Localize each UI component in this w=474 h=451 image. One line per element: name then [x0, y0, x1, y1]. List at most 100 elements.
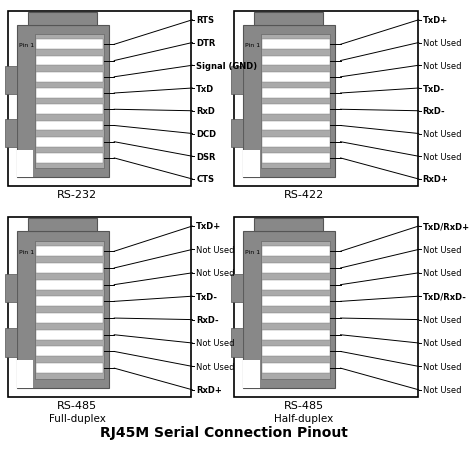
Bar	[262, 263, 330, 273]
Bar	[5, 67, 17, 94]
Bar	[36, 297, 103, 307]
Bar	[36, 57, 103, 66]
Bar	[231, 120, 243, 147]
Text: Not Used: Not Used	[422, 339, 461, 348]
Bar	[262, 297, 330, 307]
Text: TxD-: TxD-	[196, 292, 218, 301]
Text: TxD: TxD	[196, 84, 214, 93]
Text: TxD/RxD-: TxD/RxD-	[422, 292, 466, 301]
Text: Not Used: Not Used	[196, 269, 235, 278]
Bar	[36, 280, 103, 290]
Text: TxD-: TxD-	[422, 84, 445, 93]
Text: Not Used: Not Used	[422, 362, 461, 371]
Text: RTS: RTS	[196, 16, 214, 25]
Text: TxD+: TxD+	[422, 16, 448, 25]
Text: Not Used: Not Used	[422, 39, 461, 48]
Bar	[36, 263, 103, 273]
Text: RS-232: RS-232	[57, 189, 98, 199]
Text: TxD+: TxD+	[196, 222, 221, 231]
Text: Not Used: Not Used	[422, 152, 461, 161]
Text: CTS: CTS	[196, 175, 214, 184]
Text: Not Used: Not Used	[196, 362, 235, 371]
Text: Full-duplex: Full-duplex	[49, 413, 106, 423]
Text: DSR: DSR	[196, 152, 216, 161]
Text: TxD/RxD+: TxD/RxD+	[422, 222, 470, 231]
Bar	[36, 73, 103, 83]
Text: DTR: DTR	[196, 39, 216, 48]
Bar	[262, 121, 330, 131]
Text: DCD: DCD	[196, 130, 216, 139]
Bar	[36, 347, 103, 357]
Bar	[262, 364, 330, 373]
Bar	[234, 12, 418, 187]
Text: Not Used: Not Used	[196, 245, 235, 254]
Bar	[8, 217, 191, 397]
Text: Pin 1: Pin 1	[245, 249, 260, 254]
Bar	[262, 138, 330, 147]
Bar	[17, 151, 33, 178]
Bar	[8, 12, 191, 187]
Bar	[243, 26, 335, 178]
Bar	[28, 14, 97, 26]
Bar	[262, 247, 330, 257]
Text: Not Used: Not Used	[422, 386, 461, 395]
Text: RxD: RxD	[196, 107, 215, 116]
Bar	[28, 219, 97, 232]
Bar	[262, 154, 330, 163]
Bar	[254, 14, 323, 26]
Bar	[262, 280, 330, 290]
Text: RxD-: RxD-	[422, 107, 445, 116]
Text: Pin 1: Pin 1	[18, 43, 34, 48]
Bar	[35, 241, 104, 379]
Bar	[262, 347, 330, 357]
Bar	[262, 73, 330, 83]
Text: Not Used: Not Used	[422, 130, 461, 139]
Bar	[243, 360, 260, 388]
Text: RJ45M Serial Connection Pinout: RJ45M Serial Connection Pinout	[100, 425, 347, 439]
Text: Not Used: Not Used	[422, 315, 461, 324]
Bar	[262, 41, 330, 50]
Text: Half-duplex: Half-duplex	[274, 413, 333, 423]
Text: Signal (GND): Signal (GND)	[196, 62, 257, 71]
Bar	[262, 330, 330, 340]
Bar	[36, 313, 103, 323]
Bar	[36, 154, 103, 163]
Bar	[231, 67, 243, 94]
Text: Not Used: Not Used	[422, 269, 461, 278]
Bar	[36, 41, 103, 50]
Bar	[262, 35, 330, 169]
Bar	[5, 274, 17, 302]
Text: Not Used: Not Used	[422, 62, 461, 71]
Bar	[36, 121, 103, 131]
Bar	[262, 89, 330, 99]
Bar	[17, 232, 109, 388]
Text: Not Used: Not Used	[196, 339, 235, 348]
Bar	[243, 151, 260, 178]
Bar	[262, 57, 330, 66]
Bar	[36, 364, 103, 373]
Bar	[5, 120, 17, 147]
Bar	[36, 330, 103, 340]
Bar	[36, 105, 103, 115]
Bar	[17, 26, 109, 178]
Bar	[254, 219, 323, 232]
Text: RxD+: RxD+	[422, 175, 448, 184]
Text: Pin 1: Pin 1	[18, 249, 34, 254]
Text: Pin 1: Pin 1	[245, 43, 260, 48]
Bar	[243, 232, 335, 388]
Text: RxD-: RxD-	[196, 315, 219, 324]
Text: RS-422: RS-422	[283, 189, 324, 199]
Bar	[262, 105, 330, 115]
Bar	[36, 89, 103, 99]
Bar	[36, 138, 103, 147]
Bar	[234, 217, 418, 397]
Bar	[231, 274, 243, 302]
Bar	[262, 313, 330, 323]
Text: RS-485: RS-485	[57, 400, 98, 410]
Bar	[5, 329, 17, 357]
Text: RS-485: RS-485	[284, 400, 324, 410]
Bar	[231, 329, 243, 357]
Bar	[35, 35, 104, 169]
Bar	[36, 247, 103, 257]
Text: RxD+: RxD+	[196, 386, 222, 395]
